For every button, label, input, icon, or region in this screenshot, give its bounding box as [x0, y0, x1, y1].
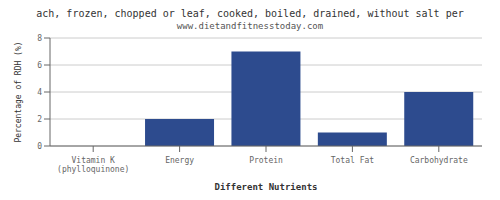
svg-text:Different Nutrients: Different Nutrients [215, 182, 318, 190]
svg-text:Total Fat: Total Fat [331, 156, 375, 165]
svg-text:Energy: Energy [165, 156, 194, 165]
html-text:ach, frozen, chopped or leaf,: ach, frozen, chopped or leaf, cooked, bo… [36, 8, 464, 19]
svg-text:Vitamin K(phylloquinone): Vitamin K(phylloquinone) [57, 156, 129, 174]
svg-text:0: 0 [37, 142, 42, 151]
html-text:www.dietandfitnesstoday.com: www.dietandfitnesstoday.com [176, 21, 324, 31]
svg-text:4: 4 [37, 88, 42, 97]
svg-text:Protein: Protein [249, 156, 283, 165]
svg-text:Carbohydrate: Carbohydrate [410, 156, 468, 165]
svg-text:8: 8 [37, 34, 42, 43]
svg-text:Percentage of RDH (%): Percentage of RDH (%) [14, 41, 23, 142]
svg-text:6: 6 [37, 61, 42, 70]
svg-text:2: 2 [37, 115, 42, 124]
